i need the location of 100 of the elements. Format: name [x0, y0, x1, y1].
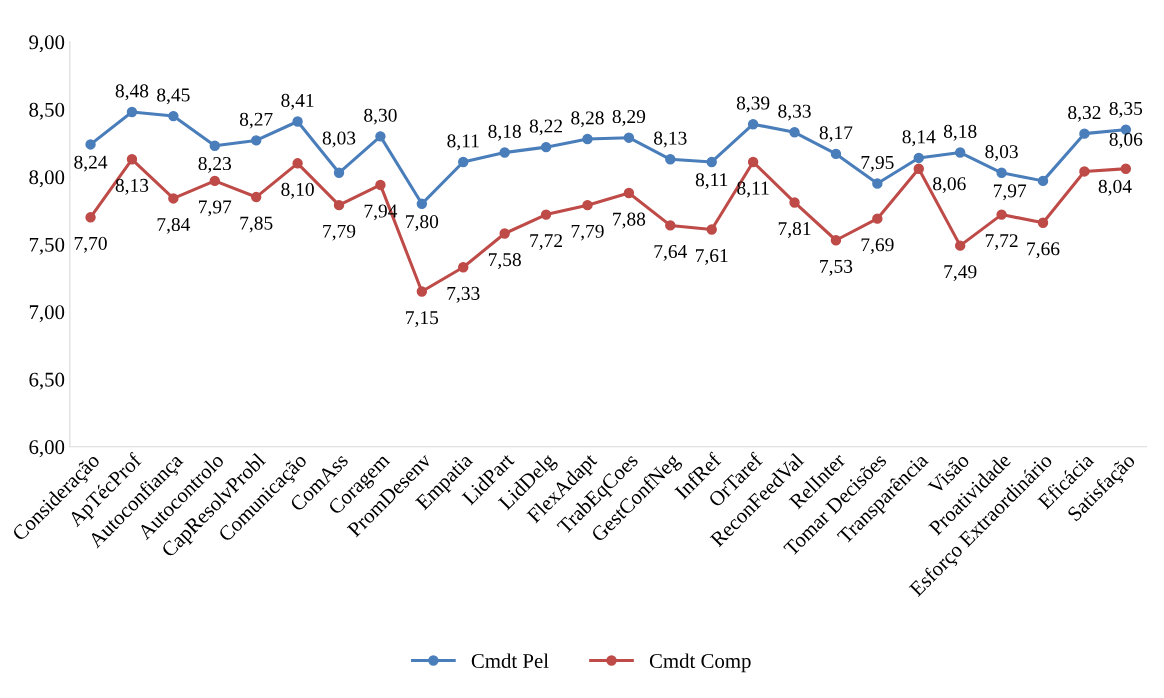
data-label: 8,27 — [239, 112, 273, 129]
point — [209, 140, 220, 151]
point — [250, 191, 262, 203]
point — [126, 106, 138, 118]
point — [665, 220, 676, 231]
data-label: 8,10 — [281, 182, 314, 199]
point — [209, 175, 220, 187]
point — [872, 213, 883, 224]
point — [996, 209, 1007, 220]
data-label: 7,79 — [323, 224, 356, 241]
point — [747, 118, 759, 130]
data-label: 7,72 — [530, 234, 563, 251]
data-label: 7,53 — [820, 259, 853, 276]
y-tick-label: 7,00 — [29, 305, 65, 323]
data-label: 8,11 — [695, 173, 728, 190]
point — [913, 163, 924, 174]
data-label: 7,64 — [654, 244, 688, 261]
data-label: 7,79 — [571, 224, 604, 241]
data-label: 7,95 — [861, 155, 894, 172]
point — [1037, 217, 1049, 228]
point — [789, 197, 800, 208]
legend-label: Cmdt Pel — [471, 653, 549, 669]
data-label: 7,15 — [406, 311, 439, 327]
y-tick-label: 6,50 — [29, 372, 65, 390]
data-label: 7,80 — [406, 215, 439, 231]
point — [85, 139, 96, 150]
data-label: 8,41 — [281, 93, 314, 110]
point — [292, 158, 303, 169]
data-label: 8,18 — [488, 124, 521, 141]
point — [954, 147, 966, 158]
data-label: 7,88 — [613, 212, 646, 229]
data-label: 8,03 — [322, 131, 356, 148]
point — [623, 132, 635, 143]
data-label: 7,81 — [778, 221, 811, 238]
point — [458, 262, 469, 273]
point — [292, 116, 303, 127]
point — [830, 148, 842, 160]
point — [499, 228, 510, 239]
point — [416, 198, 428, 210]
point — [665, 154, 676, 165]
data-label: 8,39 — [736, 96, 770, 113]
data-label: 8,13 — [115, 178, 149, 195]
point — [333, 167, 345, 178]
point — [582, 199, 593, 211]
point — [168, 110, 179, 122]
data-label: 7,84 — [157, 217, 191, 234]
y-tick-label: 7,50 — [29, 237, 65, 255]
point — [416, 286, 428, 297]
point — [623, 187, 635, 199]
point — [168, 193, 179, 204]
point — [1120, 163, 1132, 174]
point — [375, 131, 386, 142]
data-label: 8,32 — [1068, 105, 1101, 122]
legend-label: Cmdt Comp — [649, 653, 751, 673]
data-label: 8,24 — [74, 155, 108, 172]
data-label: 8,28 — [571, 111, 604, 128]
y-tick-label: 9,00 — [29, 35, 65, 53]
data-label: 8,30 — [364, 108, 397, 125]
data-label: 7,49 — [944, 265, 977, 282]
point — [1079, 166, 1090, 177]
point — [872, 178, 883, 189]
data-label: 7,72 — [985, 234, 1018, 251]
point — [540, 141, 552, 153]
y-tick-label: 6,00 — [29, 440, 65, 458]
point — [913, 152, 924, 164]
y-tick-label: 8,50 — [29, 102, 65, 120]
data-label: 7,69 — [861, 238, 894, 255]
point — [458, 156, 469, 168]
data-label: 8,35 — [1109, 101, 1143, 118]
data-label: 8,06 — [1109, 132, 1143, 149]
point — [789, 127, 800, 138]
point — [499, 147, 510, 158]
point — [1079, 128, 1090, 139]
point — [250, 135, 262, 146]
point — [582, 133, 593, 145]
data-label: 8,03 — [985, 145, 1018, 161]
data-label: 8,06 — [933, 177, 966, 194]
data-label: 7,58 — [488, 253, 521, 269]
point — [830, 235, 842, 246]
data-label: 8,17 — [819, 126, 853, 143]
data-label: 8,18 — [943, 124, 977, 141]
point — [706, 156, 717, 168]
point — [1037, 175, 1049, 187]
data-label: 8,13 — [654, 131, 687, 148]
data-label: 7,66 — [1027, 242, 1060, 259]
data-label: 8,11 — [737, 181, 769, 198]
data-label: 8,04 — [1098, 179, 1132, 196]
point — [126, 154, 138, 165]
data-label: 7,70 — [74, 236, 107, 253]
point — [747, 156, 759, 168]
point — [375, 179, 386, 191]
point — [540, 209, 552, 220]
point — [954, 240, 966, 251]
data-label: 7,61 — [695, 249, 728, 265]
data-label: 8,29 — [612, 109, 646, 126]
point — [996, 167, 1007, 178]
point — [85, 212, 96, 223]
data-label: 8,23 — [198, 156, 232, 173]
y-tick-label: 8,00 — [29, 170, 65, 188]
data-label: 8,11 — [447, 134, 479, 151]
